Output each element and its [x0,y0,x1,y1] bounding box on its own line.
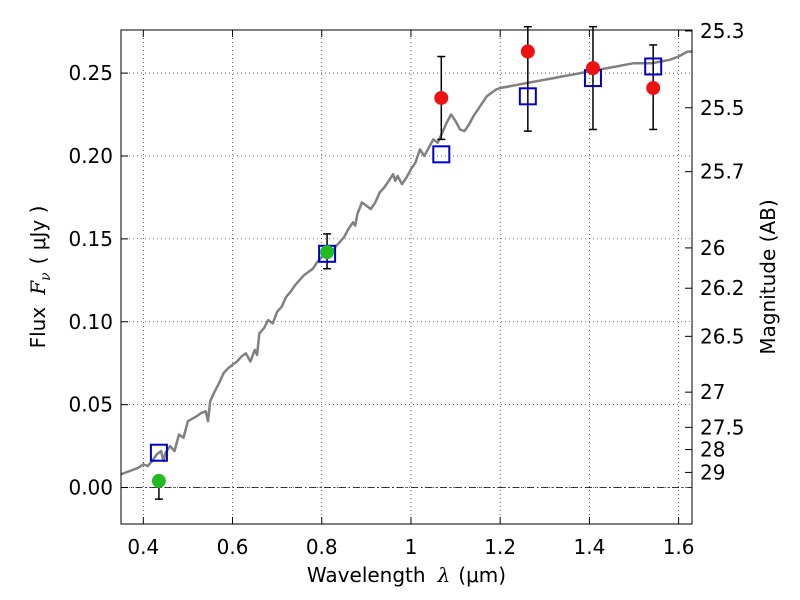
x-tick-label: 1.4 [573,535,605,559]
y-axis-label-unit: ( μJy ) [26,206,50,265]
error-bars [154,25,658,500]
model-spectrum-line [120,50,692,476]
y2-tick-label: 26 [700,236,725,260]
y-tick-label: 0.15 [68,227,113,251]
y-tick-label: 0.00 [68,476,113,500]
data-markers [149,44,663,488]
x-axis-label-unit: (μm) [458,563,506,587]
y2-tick-label: 26.5 [700,324,745,348]
x-tick-label: 0.8 [306,535,338,559]
y2-tick-label: 25.3 [700,19,745,43]
measurement-circle-marker [646,81,661,96]
measurement-circle-marker [434,90,449,105]
y2-tick-label: 25.7 [700,160,745,184]
y-tick-label: 0.10 [68,310,113,334]
y2-tick-label: 27 [700,380,725,404]
photometry-square-marker [644,57,663,76]
photometry-square-marker [432,145,451,164]
y-tick-label: 0.25 [68,61,113,85]
y-tick-label: 0.05 [68,393,113,417]
grid-lines [121,30,692,524]
x-tick-label: 0.6 [217,535,249,559]
y2-tick-label: 26.2 [700,276,745,300]
x-tick-label: 1 [405,535,418,559]
x-tick-label: 1.2 [484,535,516,559]
y-axis-label-subscript: ν [38,272,54,281]
measurement-circle-marker [585,61,600,76]
y-axis-label-symbol: F [26,280,50,296]
plot-frame [120,29,693,525]
y-axis-label: Flux Fν ( μJy ) [26,206,54,349]
measurement-circle-marker [520,44,535,59]
x-tick-label: 1.6 [663,535,695,559]
photometry-square-marker [149,443,168,462]
axis-ticks: 0.4 0.6 0.8 1 1.2 1.4 1.6 0.00 0.05 0.10 0.15 0.20 0… [68,19,744,559]
y2-tick-label: 28 [700,438,725,462]
x-tick-label: 0.4 [127,535,159,559]
y2-tick-label: 29 [700,460,725,484]
y-tick-label: 0.20 [68,144,113,168]
y-axis-label-prefix: Flux [26,307,50,349]
x-axis-label-prefix: Wavelength [307,563,426,587]
measurement-circle-marker [151,473,166,488]
x-axis-label-symbol: λ [437,563,451,587]
y2-tick-label: 25.5 [700,96,745,120]
y2-tick-label: 27.5 [700,415,745,439]
photometry-square-marker [518,87,537,106]
measurement-circle-marker [320,245,335,260]
model-spectrum [120,50,692,476]
right-axis-label: Magnitude (AB) [756,199,780,354]
x-axis-label: Wavelength λ (μm) [307,563,506,587]
